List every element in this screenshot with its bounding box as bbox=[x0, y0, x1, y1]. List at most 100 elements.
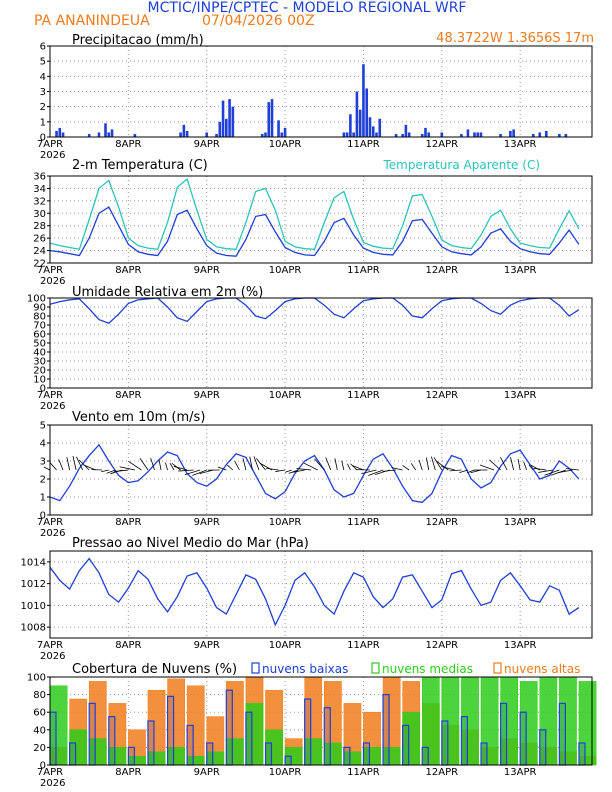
header-location: PA ANANINDEUA bbox=[34, 13, 150, 29]
precip-bar-29 bbox=[352, 132, 355, 137]
y-tick-1-0: 0 bbox=[40, 133, 46, 144]
y-tick-5-3: 1014 bbox=[21, 557, 46, 568]
wind-vector-62 bbox=[249, 456, 253, 471]
wind-vector-30 bbox=[139, 458, 149, 471]
y-tick-5-0: 1008 bbox=[21, 623, 46, 634]
wind-vector-24 bbox=[114, 469, 129, 472]
y-tick-5-2: 1012 bbox=[21, 579, 46, 590]
panel-5: 1008 1010 1012 1014 7APR 8APR 9APR 10APR 11APR 12… bbox=[21, 536, 593, 662]
precip-bar-41 bbox=[407, 132, 411, 137]
wind-vector-90 bbox=[341, 460, 345, 471]
precip-bar-53 bbox=[512, 129, 515, 137]
panel-title-2: 2-m Temperatura (C) bbox=[72, 158, 208, 173]
y-tick-3-6: 60 bbox=[33, 330, 46, 341]
y-tick-5-1: 1010 bbox=[21, 601, 46, 612]
wind-vector-92 bbox=[347, 463, 351, 471]
wind-vector-96 bbox=[352, 465, 364, 471]
series-line-3-0 bbox=[49, 297, 580, 324]
panel-title-4: Vento em 10m (m/s) bbox=[72, 410, 205, 425]
legend-swatch-1 bbox=[371, 662, 380, 674]
y-tick-4-0: 0 bbox=[40, 511, 46, 522]
wind-vector-26 bbox=[119, 466, 135, 471]
wind-vector-144 bbox=[517, 458, 521, 471]
y-tick-6-0: 0 bbox=[40, 761, 46, 772]
header-coords: 48.3722W 1.3656S 17m bbox=[436, 31, 594, 46]
wind-vector-116 bbox=[425, 457, 430, 471]
x-tick-5-4: 11APR bbox=[347, 640, 380, 651]
x-tick-1-2: 9APR bbox=[194, 139, 220, 150]
wind-vector-42 bbox=[173, 466, 188, 471]
precip-bar-35 bbox=[371, 126, 375, 137]
precip-bar-19 bbox=[260, 133, 264, 137]
cloud-bar-0-20 bbox=[441, 720, 449, 766]
wind-vector-114 bbox=[418, 459, 423, 471]
cloud-bar-0-10 bbox=[245, 711, 253, 766]
x-tick-6-6: 13APR bbox=[504, 767, 537, 778]
x-tick-3-1: 8APR bbox=[115, 390, 141, 401]
wind-vector-84 bbox=[314, 458, 325, 471]
precip-bar-49 bbox=[476, 132, 480, 137]
precip-bar-20 bbox=[264, 132, 267, 137]
precip-bar-13 bbox=[215, 133, 218, 137]
y-tick-2-2: 26 bbox=[33, 234, 46, 245]
wind-vector-4 bbox=[58, 459, 64, 471]
wind-vector-70 bbox=[266, 467, 279, 471]
wind-vector-34 bbox=[158, 459, 162, 471]
wind-vector-154 bbox=[538, 469, 553, 473]
y-tick-1-4: 4 bbox=[40, 72, 46, 83]
precip-bar-16 bbox=[225, 118, 228, 137]
x-tick-3-4: 11APR bbox=[347, 390, 380, 401]
x-tick-4-2: 9APR bbox=[194, 517, 220, 528]
precip-bar-27 bbox=[345, 132, 349, 137]
wind-vector-58 bbox=[234, 461, 240, 471]
precip-bar-40 bbox=[404, 124, 408, 137]
wind-vector-18 bbox=[101, 469, 109, 473]
wind-vector-78 bbox=[292, 469, 305, 473]
x-tick-4-5: 12APR bbox=[426, 517, 459, 528]
cloud-bar-0-3 bbox=[108, 715, 116, 766]
x-tick-5-0: 7APR bbox=[37, 640, 63, 651]
wind-vector-86 bbox=[325, 457, 332, 471]
precip-bar-5 bbox=[104, 123, 107, 137]
cloud-bar-0-12 bbox=[284, 755, 292, 766]
precip-bar-56 bbox=[544, 130, 548, 137]
panel-title-5: Pressao ao Nivel Medio do Mar (hPa) bbox=[72, 536, 309, 551]
precip-bar-46 bbox=[460, 133, 463, 137]
plot-frame-5 bbox=[49, 550, 593, 639]
y-tick-1-3: 3 bbox=[40, 87, 46, 98]
precip-bar-45 bbox=[440, 132, 444, 137]
wind-vector-76 bbox=[288, 469, 299, 474]
wind-vector-126 bbox=[449, 469, 462, 472]
y-tick-2-6: 34 bbox=[33, 184, 46, 195]
cloud-bar-0-1 bbox=[68, 742, 77, 766]
wind-vector-0 bbox=[43, 466, 51, 471]
precip-bar-26 bbox=[342, 132, 346, 137]
y-tick-3-7: 70 bbox=[33, 321, 46, 332]
y-tick-4-3: 3 bbox=[40, 457, 46, 468]
x-tick-4-3: 10APR bbox=[269, 517, 302, 528]
wind-vector-152 bbox=[533, 467, 547, 471]
wind-vector-136 bbox=[479, 464, 495, 471]
wind-vector-160 bbox=[557, 469, 573, 474]
precip-bar-34 bbox=[368, 117, 372, 137]
precip-bar-11 bbox=[185, 130, 189, 137]
cloud-bar-0-6 bbox=[166, 695, 175, 766]
cloud-bar-0-13 bbox=[304, 698, 312, 766]
y-tick-2-1: 24 bbox=[33, 246, 46, 257]
wind-vector-54 bbox=[217, 466, 227, 471]
precip-bar-18 bbox=[231, 106, 235, 137]
y-tick-4-2: 2 bbox=[40, 475, 46, 486]
precip-bar-38 bbox=[394, 133, 398, 137]
y-tick-2-0: 22 bbox=[33, 259, 46, 270]
y-tick-3-4: 40 bbox=[33, 348, 46, 359]
x-tick-1-1: 8APR bbox=[115, 139, 141, 150]
precip-bar-42 bbox=[420, 133, 424, 137]
precip-bar-3 bbox=[87, 133, 91, 137]
panel-1: 0 1 2 3 4 5 6 7APR 8APR 9APR 10APR 11APR 12APR 13APR 2… bbox=[37, 33, 593, 161]
y-tick-4-1: 1 bbox=[40, 493, 46, 504]
wind-vector-120 bbox=[433, 457, 443, 471]
y-tick-1-5: 5 bbox=[40, 57, 46, 68]
wind-vector-64 bbox=[253, 456, 260, 471]
precip-bar-36 bbox=[375, 132, 378, 137]
plot-frame-4 bbox=[49, 424, 593, 516]
